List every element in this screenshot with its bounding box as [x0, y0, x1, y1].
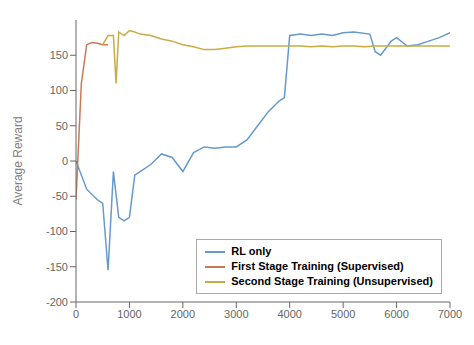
- svg-text:6000: 6000: [384, 308, 408, 320]
- svg-text:3000: 3000: [224, 308, 248, 320]
- svg-text:0: 0: [62, 155, 68, 167]
- svg-text:2000: 2000: [171, 308, 195, 320]
- svg-text:4000: 4000: [277, 308, 301, 320]
- svg-text:50: 50: [56, 120, 68, 132]
- svg-text:1000: 1000: [117, 308, 141, 320]
- svg-text:150: 150: [50, 49, 68, 61]
- svg-text:5000: 5000: [331, 308, 355, 320]
- svg-text:100: 100: [50, 84, 68, 96]
- svg-text:0: 0: [73, 308, 79, 320]
- html-text:RL only: RL only: [231, 245, 272, 257]
- svg-text:-50: -50: [52, 190, 68, 202]
- html-text:First Stage Training (Supervis: First Stage Training (Supervised): [231, 260, 404, 272]
- svg-text:-150: -150: [46, 261, 68, 273]
- svg-text:-200: -200: [46, 296, 68, 308]
- svg-text:7000: 7000: [438, 308, 462, 320]
- html-text:Second Stage Training (Unsuper: Second Stage Training (Unsupervised): [231, 275, 433, 287]
- svg-text:Average Reward: Average Reward: [11, 116, 25, 205]
- svg-text:-100: -100: [46, 225, 68, 237]
